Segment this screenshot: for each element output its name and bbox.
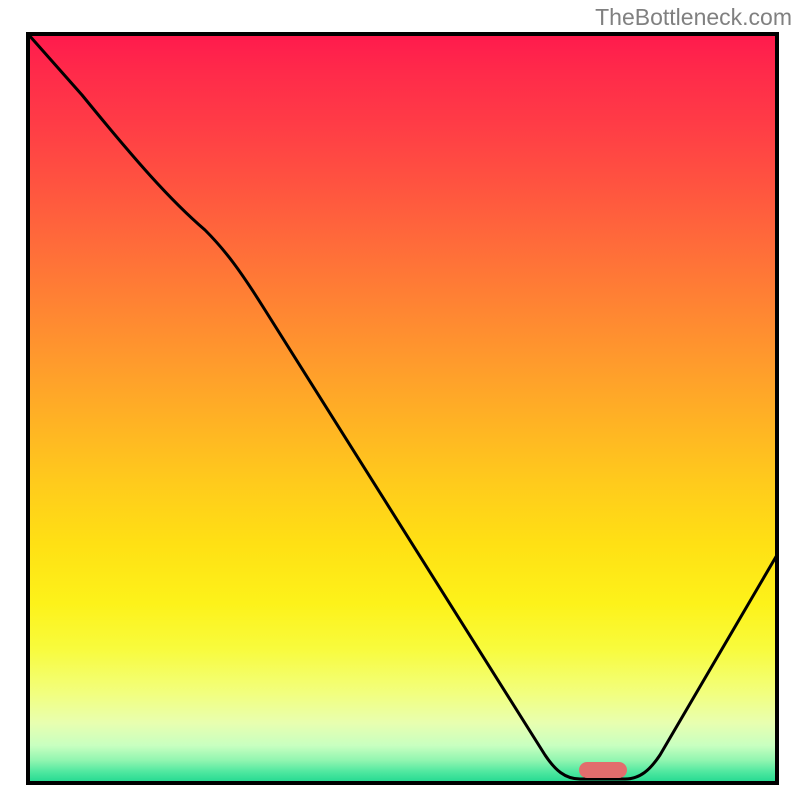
watermark-text: TheBottleneck.com	[595, 4, 792, 31]
gradient-plot-area	[28, 34, 777, 783]
chart-container: TheBottleneck.com	[0, 0, 800, 800]
